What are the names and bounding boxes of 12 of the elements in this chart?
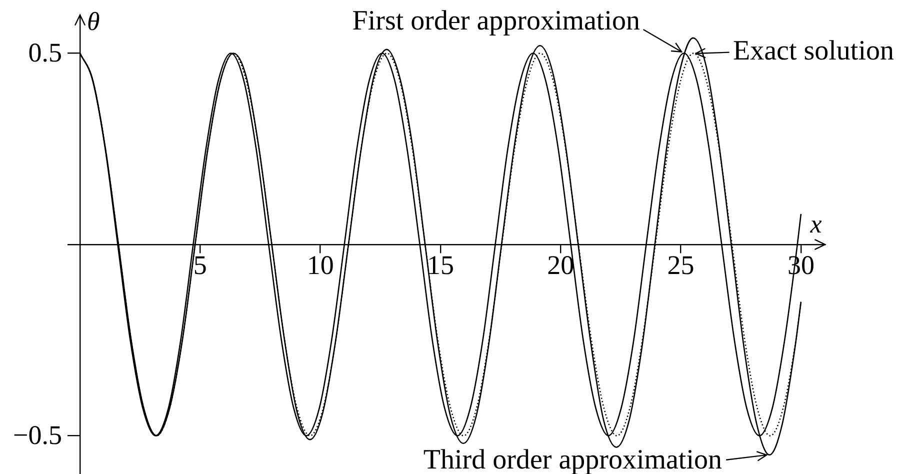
y-tick-label: 0.5 bbox=[28, 37, 62, 68]
x-axis-title: x bbox=[809, 209, 822, 238]
y-axis-title: θ bbox=[87, 6, 100, 36]
legend-label: Exact solution bbox=[733, 35, 894, 66]
x-tick-label: 25 bbox=[667, 250, 694, 280]
x-tick-label: 10 bbox=[306, 250, 334, 280]
series-label: Third order approximation bbox=[423, 444, 722, 474]
series-label: First order approximation bbox=[352, 5, 640, 36]
x-tick-label: 5 bbox=[193, 250, 207, 280]
x-tick-label: 20 bbox=[547, 250, 574, 280]
x-tick-label: 15 bbox=[426, 250, 454, 280]
y-tick-label: −0.5 bbox=[13, 420, 62, 450]
